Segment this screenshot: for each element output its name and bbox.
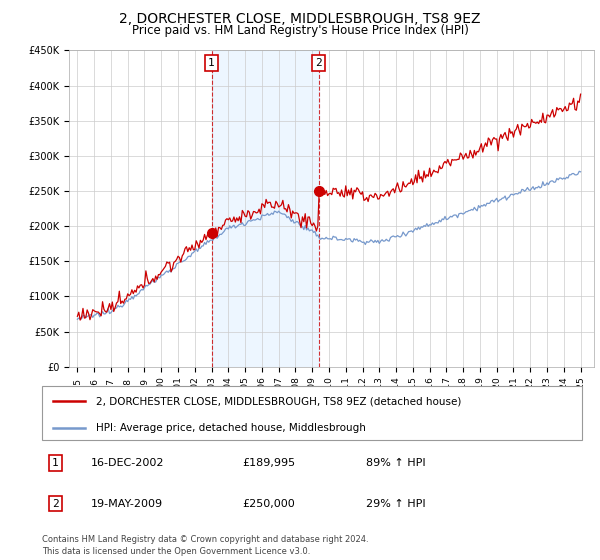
Text: 19-MAY-2009: 19-MAY-2009 [91, 498, 163, 508]
Text: 2: 2 [52, 498, 59, 508]
Text: 1: 1 [52, 458, 59, 468]
Text: 2, DORCHESTER CLOSE, MIDDLESBROUGH, TS8 9EZ (detached house): 2, DORCHESTER CLOSE, MIDDLESBROUGH, TS8 … [96, 396, 461, 407]
Text: £250,000: £250,000 [242, 498, 295, 508]
Text: 1: 1 [208, 58, 215, 68]
Text: 2: 2 [315, 58, 322, 68]
Text: 89% ↑ HPI: 89% ↑ HPI [366, 458, 425, 468]
Bar [212, 50, 319, 367]
Text: 2, DORCHESTER CLOSE, MIDDLESBROUGH, TS8 9EZ: 2, DORCHESTER CLOSE, MIDDLESBROUGH, TS8 … [119, 12, 481, 26]
Text: HPI: Average price, detached house, Middlesbrough: HPI: Average price, detached house, Midd… [96, 423, 366, 433]
Text: 16-DEC-2002: 16-DEC-2002 [91, 458, 164, 468]
Text: £189,995: £189,995 [242, 458, 295, 468]
Text: Price paid vs. HM Land Registry's House Price Index (HPI): Price paid vs. HM Land Registry's House … [131, 24, 469, 36]
Text: This data is licensed under the Open Government Licence v3.0.: This data is licensed under the Open Gov… [42, 547, 310, 556]
Text: Contains HM Land Registry data © Crown copyright and database right 2024.: Contains HM Land Registry data © Crown c… [42, 535, 368, 544]
Text: 29% ↑ HPI: 29% ↑ HPI [366, 498, 425, 508]
FancyBboxPatch shape [42, 386, 582, 440]
